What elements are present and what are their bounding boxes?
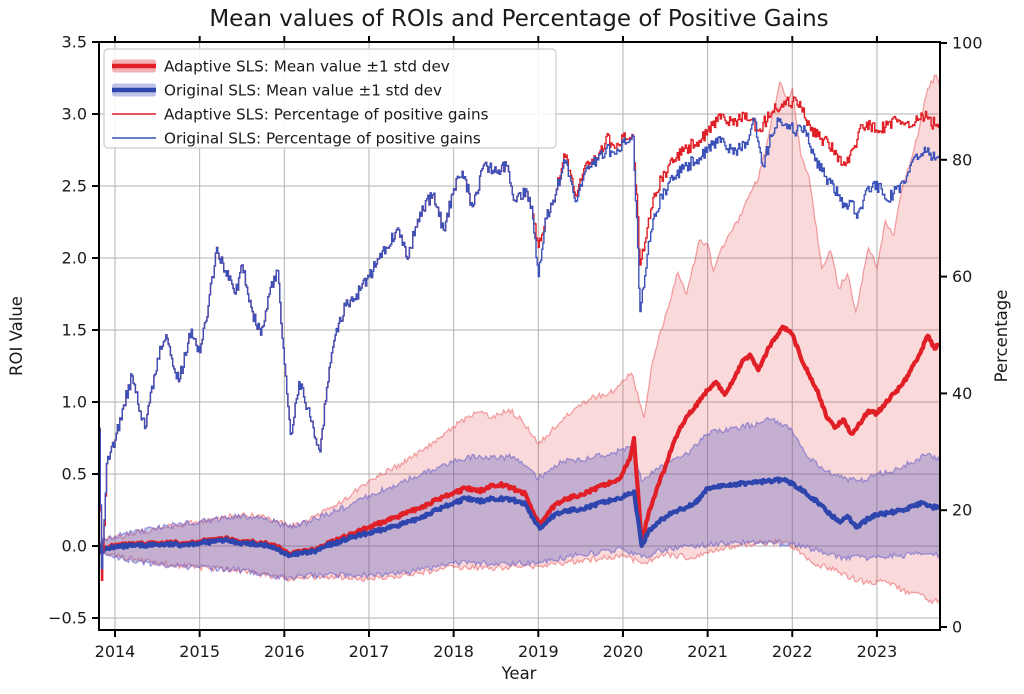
y-tick-label-right: 0 — [952, 618, 962, 637]
legend-box — [103, 48, 557, 149]
legend-entry: Original SLS: Mean value ±1 std dev — [112, 82, 442, 100]
legend-label: Original SLS: Mean value ±1 std dev — [164, 82, 442, 100]
x-tick-label: 2022 — [772, 642, 813, 661]
data-lines — [99, 96, 940, 581]
x-axis-label: Year — [501, 664, 537, 683]
original-std-band-lower-edge — [99, 538, 940, 582]
x-tick-label: 2014 — [95, 642, 136, 661]
legend-label: Original SLS: Percentage of positive gai… — [164, 130, 481, 148]
y-tick-label-right: 20 — [952, 501, 972, 520]
original-std-band-upper-edge — [99, 416, 940, 546]
legend-label: Adaptive SLS: Mean value ±1 std dev — [164, 58, 450, 76]
adaptive-std-band-lower-edge — [99, 537, 940, 605]
legend-entry: Adaptive SLS: Percentage of positive gai… — [112, 106, 489, 124]
x-tick-label: 2016 — [264, 642, 305, 661]
y-tick-label-right: 40 — [952, 384, 972, 403]
y-tick-label-left: 2.5 — [62, 177, 87, 196]
x-tick-label: 2023 — [857, 642, 898, 661]
y-tick-label-left: 3.5 — [62, 33, 87, 52]
chart-title: Mean values of ROIs and Percentage of Po… — [209, 6, 828, 32]
legend: Adaptive SLS: Mean value ±1 std dev Origi… — [103, 48, 557, 149]
y-tick-label-left: 0.5 — [62, 465, 87, 484]
y-tick-label-right: 80 — [952, 150, 972, 169]
y-tick-label-left: 2.0 — [62, 249, 87, 268]
y-tick-label-right: 100 — [952, 34, 983, 53]
y-axis-label-left: ROI Value — [7, 296, 26, 376]
y-tick-label-left: 1.5 — [62, 321, 87, 340]
legend-entry: Adaptive SLS: Mean value ±1 std dev — [112, 58, 450, 76]
x-tick-label: 2018 — [433, 642, 474, 661]
x-tick-label: 2020 — [603, 642, 644, 661]
x-tick-label: 2015 — [179, 642, 220, 661]
original-mean-line — [99, 476, 940, 559]
x-tick-label: 2017 — [349, 642, 390, 661]
plot-border — [98, 41, 941, 631]
std-dev-bands — [99, 74, 940, 605]
original-percentage-line — [99, 117, 940, 570]
legend-label: Adaptive SLS: Percentage of positive gai… — [164, 106, 489, 124]
axes: −0.5 0.0 0.5 1.0 1.5 2.0 2.5 3.0 3.5 0 20 40 60 80 100… — [48, 33, 982, 662]
y-tick-label-right: 60 — [952, 267, 972, 286]
y-tick-label-left: 3.0 — [62, 105, 87, 124]
y-axis-label-right: Percentage — [992, 290, 1011, 383]
adaptive-std-band — [99, 75, 940, 604]
x-tick-label: 2019 — [518, 642, 559, 661]
legend-entry: Original SLS: Percentage of positive gai… — [112, 130, 481, 148]
y-tick-label-left: 0.0 — [62, 537, 87, 556]
x-tick-label: 2021 — [687, 642, 728, 661]
original-std-band — [99, 417, 940, 581]
y-tick-label-left: −0.5 — [48, 609, 87, 628]
y-tick-label-left: 1.0 — [62, 393, 87, 412]
